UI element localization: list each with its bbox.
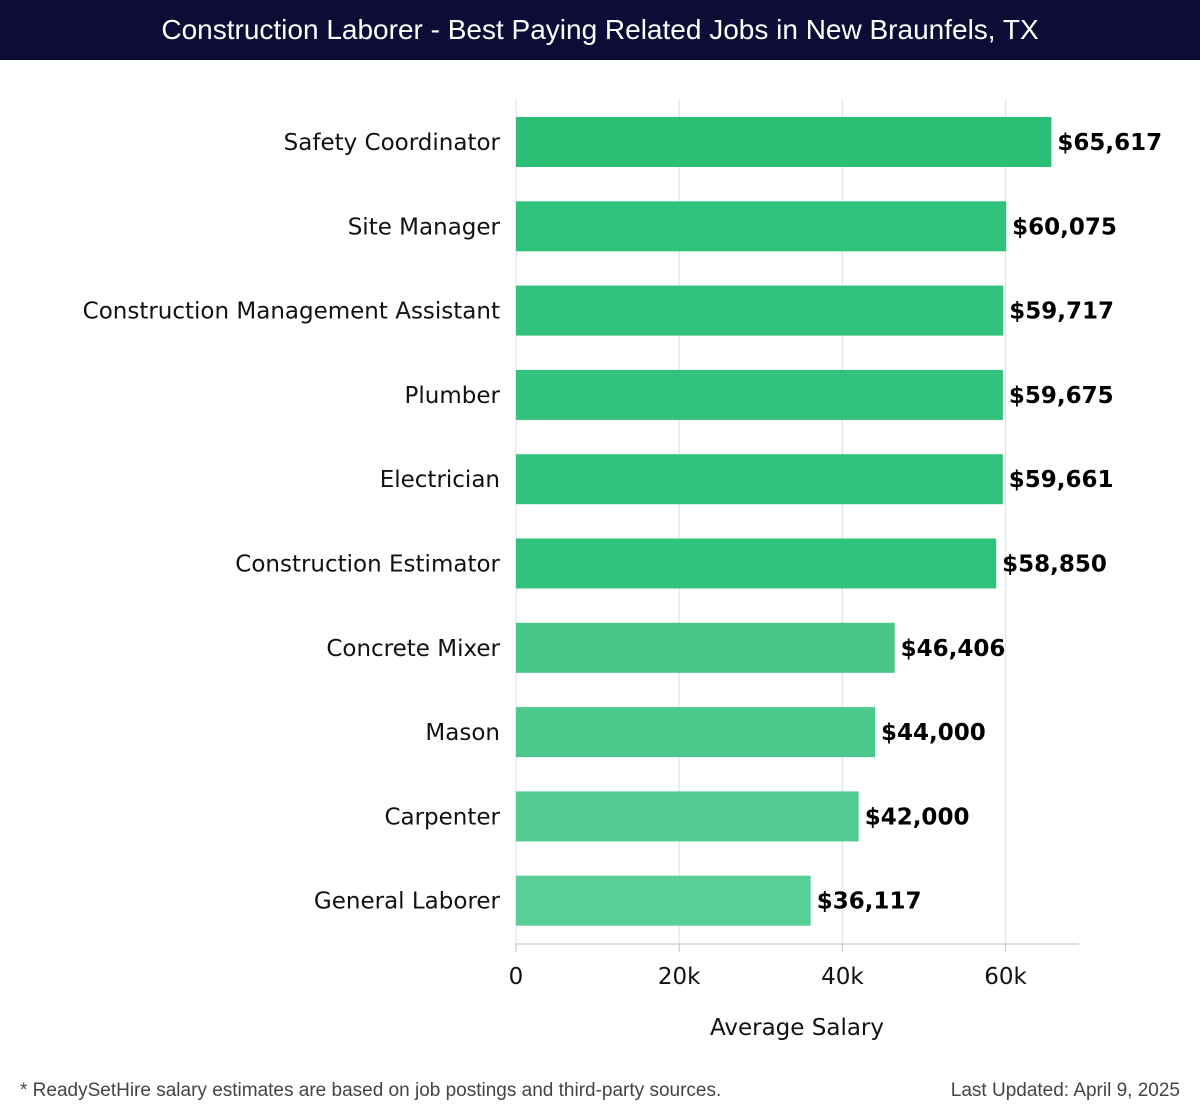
bar — [516, 622, 895, 673]
x-tick-label: 20k — [658, 964, 701, 990]
bar — [516, 117, 1052, 167]
bar — [516, 791, 859, 842]
data-label: $59,661 — [1009, 467, 1114, 493]
bar — [516, 875, 811, 926]
data-label: $65,617 — [1057, 130, 1162, 156]
labels: Safety Coordinator $65,617 Site Manager $60… — [83, 130, 1163, 915]
bar — [516, 285, 1004, 336]
x-tick-label: 0 — [509, 964, 524, 990]
data-label: $36,117 — [817, 889, 922, 915]
data-label: $59,717 — [1009, 299, 1114, 325]
bar — [516, 201, 1007, 252]
data-label: $46,406 — [901, 636, 1006, 662]
last-updated: Last Updated: April 9, 2025 — [950, 1080, 1180, 1101]
data-label: $44,000 — [881, 720, 986, 746]
x-axis: 0 20k 40k 60k — [509, 943, 1079, 990]
category-label: Concrete Mixer — [326, 636, 500, 662]
category-label: Plumber — [405, 383, 501, 409]
category-label: Mason — [425, 720, 500, 746]
category-label: Carpenter — [384, 804, 500, 830]
data-label: $59,675 — [1009, 383, 1114, 409]
data-label: $60,075 — [1012, 214, 1117, 240]
x-tick-label: 60k — [984, 964, 1027, 990]
bar — [516, 454, 1003, 505]
bar — [516, 707, 876, 758]
bar-chart: Safety Coordinator $65,617 Site Manager $60… — [83, 100, 1163, 1041]
data-label: $58,850 — [1002, 552, 1107, 578]
footer-note: * ReadySetHire salary estimates are base… — [20, 1080, 722, 1101]
category-label: Safety Coordinator — [284, 130, 501, 156]
x-axis-label: Average Salary — [710, 1015, 884, 1041]
category-label: Electrician — [380, 467, 500, 493]
category-label: Site Manager — [348, 214, 501, 240]
x-tick-label: 40k — [821, 964, 864, 990]
bar — [516, 538, 997, 589]
chart-title: Construction Laborer - Best Paying Relat… — [0, 0, 1200, 60]
data-label: $42,000 — [865, 804, 970, 830]
bars — [516, 117, 1052, 926]
category-label: Construction Management Assistant — [83, 299, 500, 325]
category-label: General Laborer — [314, 889, 501, 915]
bar — [516, 369, 1003, 420]
category-label: Construction Estimator — [235, 552, 500, 578]
